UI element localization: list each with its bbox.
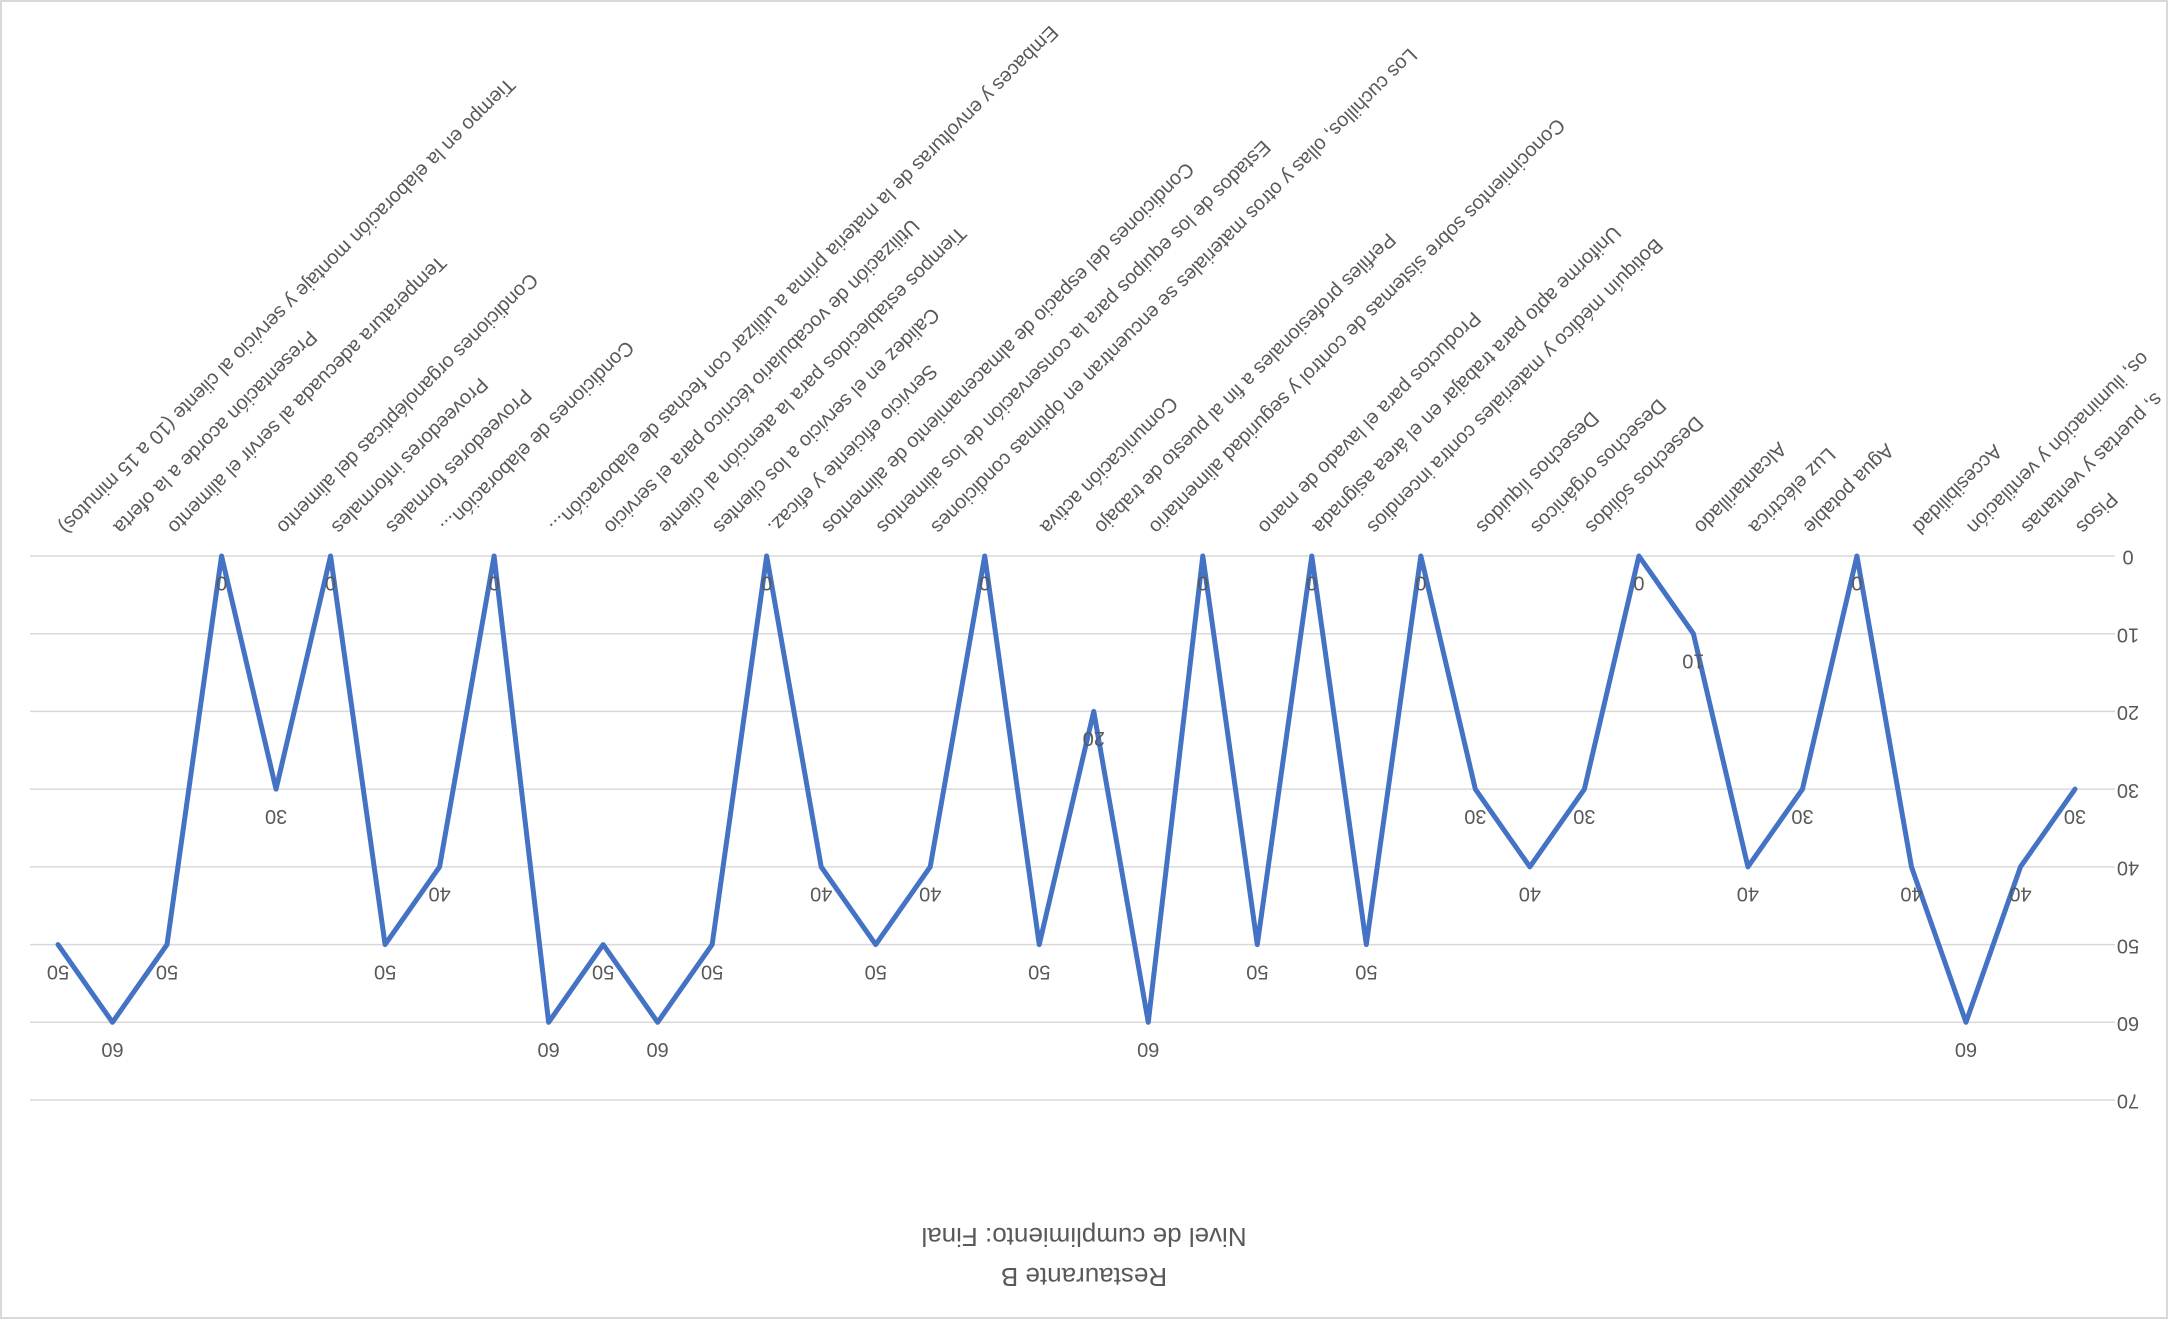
data-label: 40: [1519, 883, 1541, 905]
y-tick-label: 60: [2117, 1012, 2139, 1034]
data-label: 0: [489, 572, 500, 594]
data-label: 40: [1737, 883, 1759, 905]
data-label: 40: [1900, 883, 1922, 905]
y-tick-label: 10: [2117, 623, 2139, 645]
y-tick-label: 30: [2117, 779, 2139, 801]
data-label: 50: [47, 960, 69, 982]
y-tick-label: 50: [2117, 934, 2139, 956]
data-label: 0: [1197, 572, 1208, 594]
data-label: 60: [1955, 1038, 1977, 1060]
series-line: [55, 553, 2078, 1025]
data-label: 50: [374, 960, 396, 982]
data-label: 60: [101, 1038, 123, 1060]
data-label: 0: [979, 572, 990, 594]
chart-title: Restaurante B: [1001, 1262, 1167, 1292]
data-label: 30: [1464, 805, 1486, 827]
data-label: 50: [1355, 960, 1377, 982]
data-label: 50: [1246, 960, 1268, 982]
y-tick-label: 40: [2117, 857, 2139, 879]
chart-subtitle: Nivel de cumplimiento: Final: [921, 1222, 1246, 1252]
data-label: 40: [428, 883, 450, 905]
data-label: 20: [1083, 727, 1105, 749]
data-label: 30: [1791, 805, 1813, 827]
data-label: 0: [761, 572, 772, 594]
data-label: 50: [156, 960, 178, 982]
data-label: 0: [1633, 572, 1644, 594]
data-label: 60: [537, 1038, 559, 1060]
data-label: 40: [919, 883, 941, 905]
data-label: 50: [865, 960, 887, 982]
data-label: 30: [265, 805, 287, 827]
data-label: 0: [325, 572, 336, 594]
y-tick-label: 70: [2117, 1090, 2139, 1112]
data-label: 50: [592, 960, 614, 982]
data-label: 50: [701, 960, 723, 982]
data-label: 30: [1573, 805, 1595, 827]
y-tick-label: 20: [2117, 701, 2139, 723]
data-label: 40: [2009, 883, 2031, 905]
data-label: 60: [647, 1038, 669, 1060]
data-label: 0: [1851, 572, 1862, 594]
data-label: 0: [216, 572, 227, 594]
data-label: 10: [1682, 649, 1704, 671]
data-label: 40: [810, 883, 832, 905]
data-label: 0: [1306, 572, 1317, 594]
data-label: 0: [1415, 572, 1426, 594]
data-label: 30: [2064, 805, 2086, 827]
data-label: 50: [1028, 960, 1050, 982]
y-tick-label: 0: [2122, 546, 2133, 568]
data-label: 60: [1137, 1038, 1159, 1060]
